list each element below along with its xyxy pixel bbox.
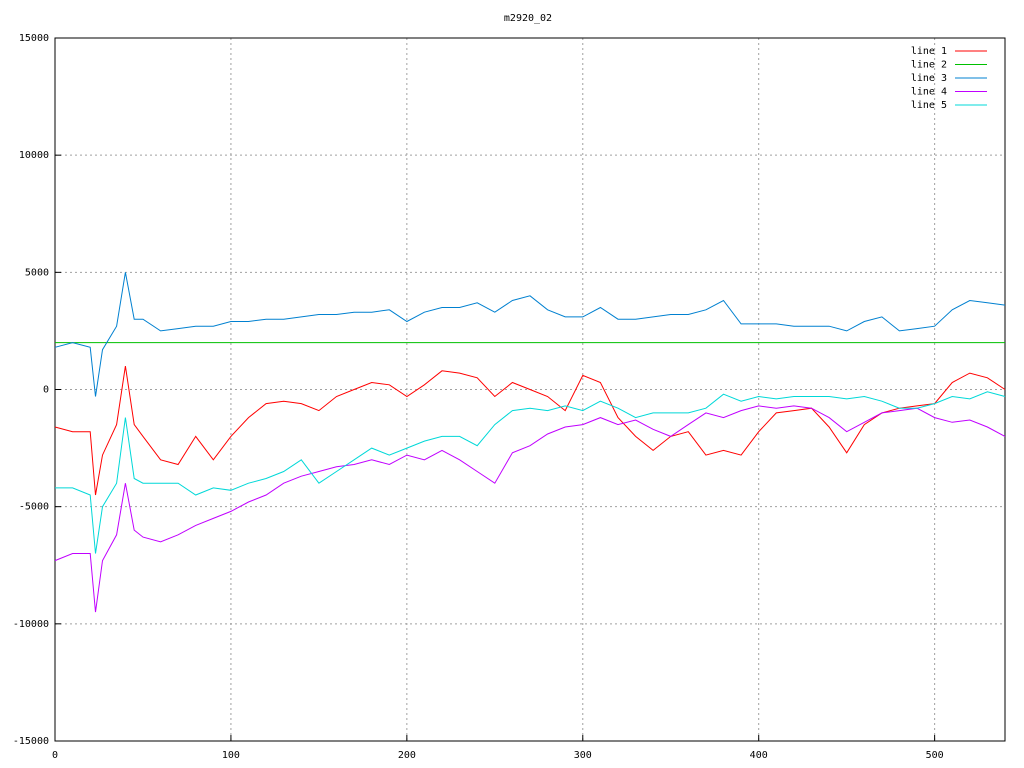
y-tick-label: -5000: [19, 502, 49, 513]
x-tick-label: 300: [574, 750, 592, 761]
x-tick-label: 200: [398, 750, 416, 761]
chart-title: m2920_02: [504, 13, 552, 24]
series-line: [54, 405, 1006, 613]
y-tick-label: -15000: [13, 736, 49, 747]
x-tick-label: 400: [750, 750, 768, 761]
y-tick-label: 10000: [19, 150, 49, 161]
x-tick-label: 500: [926, 750, 944, 761]
y-tick-label: -10000: [13, 619, 49, 630]
legend-label: line 5: [911, 100, 947, 111]
x-tick-label: 0: [52, 750, 58, 761]
legend-label: line 2: [911, 60, 947, 71]
legend-label: line 1: [911, 46, 947, 57]
y-tick-label: 0: [43, 385, 49, 396]
legend-label: line 4: [911, 87, 947, 98]
x-tick-label: 100: [222, 750, 240, 761]
series-line: [54, 272, 1006, 397]
legend-label: line 3: [911, 73, 947, 84]
series-line: [55, 391, 1006, 554]
y-tick-label: 15000: [19, 33, 49, 44]
y-tick-label: 5000: [25, 267, 49, 278]
series-line: [54, 366, 1006, 496]
